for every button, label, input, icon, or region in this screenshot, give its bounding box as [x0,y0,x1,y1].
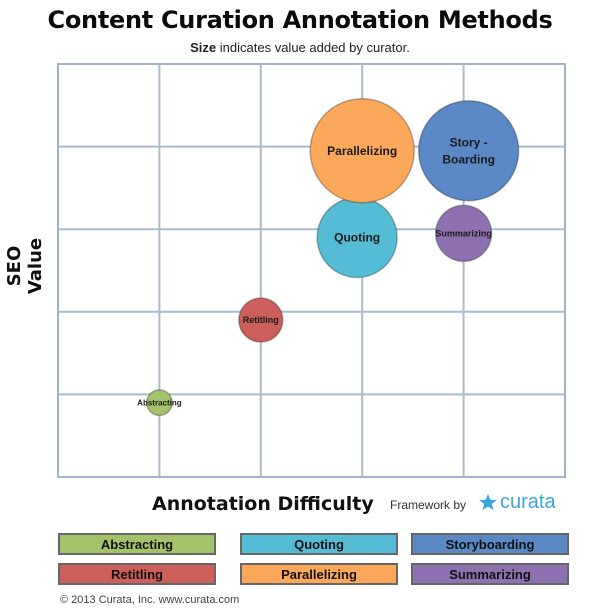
copyright-footer: © 2013 Curata, Inc. www.curata.com [60,594,240,606]
bubble-label-storyboarding: Boarding [442,152,495,166]
subtitle-rest: indicates value added by curator. [219,40,410,55]
bubble-label-retitling: Retitling [243,315,279,325]
curata-logo: curata [478,490,556,514]
curata-star-icon [479,494,497,510]
legend-label: Summarizing [449,566,531,582]
legend-item-quoting: Quoting [240,533,398,555]
bubble-label-summarizing: Summarizing [435,228,492,238]
bubble-retitling [238,297,284,343]
legend-item-summarizing: Summarizing [411,563,569,585]
legend-item-abstracting: Abstracting [58,533,216,555]
bubble-parallelizing [309,97,415,204]
x-axis-label: Annotation Difficulty [152,493,374,515]
legend-label: Storyboarding [445,536,535,552]
bubble-label-quoting: Quoting [334,231,380,245]
legend-label: Abstracting [100,536,174,552]
legend-item-parallelizing: Parallelizing [240,563,398,585]
y-axis-label: SEO Value [4,237,46,295]
chart-subtitle: Size indicates value added by curator. [0,40,600,55]
bubble-label-parallelizing: Parallelizing [327,144,397,158]
bubble-label-storyboarding: Story - [450,135,488,149]
subtitle-bold: Size [190,40,217,55]
legend-label: Quoting [294,536,344,552]
legend-item-retitling: Retitling [58,563,216,585]
curata-brand-name: curata [500,490,556,513]
bubble-storyboarding [417,99,520,202]
legend-label: Parallelizing [281,566,357,582]
framework-text: Framework by [390,498,467,512]
legend-item-storyboarding: Storyboarding [411,533,569,555]
bubble-abstracting [145,389,173,417]
bubble-summarizing [434,204,493,263]
bubble-label-abstracting: Abstracting [137,398,182,407]
chart-title: Content Curation Annotation Methods [47,6,553,34]
legend-label: Retitling [111,566,163,582]
